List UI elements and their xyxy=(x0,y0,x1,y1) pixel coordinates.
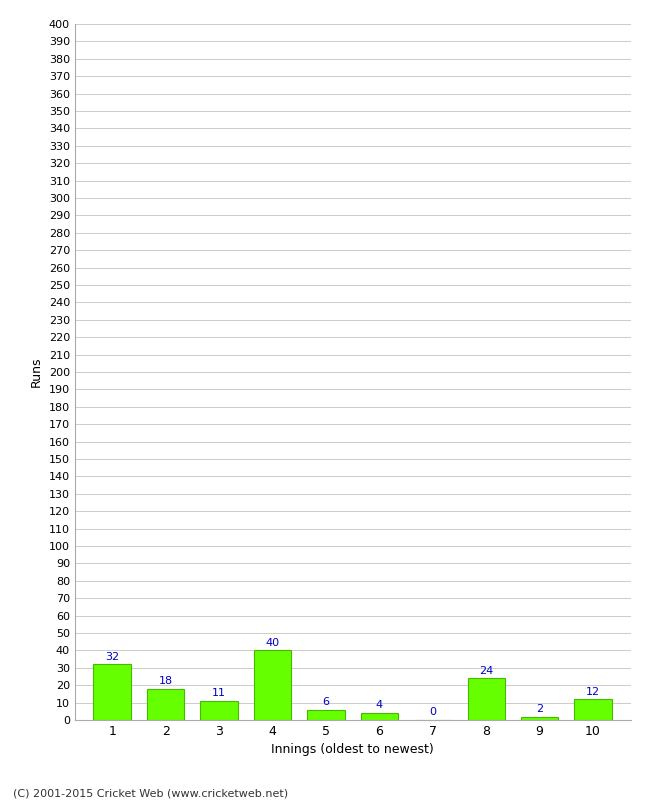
Bar xyxy=(361,713,398,720)
Text: 0: 0 xyxy=(429,707,436,718)
Y-axis label: Runs: Runs xyxy=(30,357,43,387)
Text: 2: 2 xyxy=(536,704,543,714)
Bar xyxy=(307,710,344,720)
Text: 4: 4 xyxy=(376,701,383,710)
Text: (C) 2001-2015 Cricket Web (www.cricketweb.net): (C) 2001-2015 Cricket Web (www.cricketwe… xyxy=(13,788,288,798)
Text: 32: 32 xyxy=(105,652,119,662)
Bar xyxy=(467,678,505,720)
Bar xyxy=(521,717,558,720)
Bar xyxy=(147,689,185,720)
Bar xyxy=(575,699,612,720)
Text: 18: 18 xyxy=(159,676,173,686)
Bar xyxy=(200,701,238,720)
Bar xyxy=(254,650,291,720)
Text: 40: 40 xyxy=(265,638,280,648)
Text: 11: 11 xyxy=(212,688,226,698)
Text: 6: 6 xyxy=(322,697,330,707)
X-axis label: Innings (oldest to newest): Innings (oldest to newest) xyxy=(271,743,434,757)
Text: 24: 24 xyxy=(479,666,493,676)
Bar xyxy=(94,664,131,720)
Text: 12: 12 xyxy=(586,686,600,697)
